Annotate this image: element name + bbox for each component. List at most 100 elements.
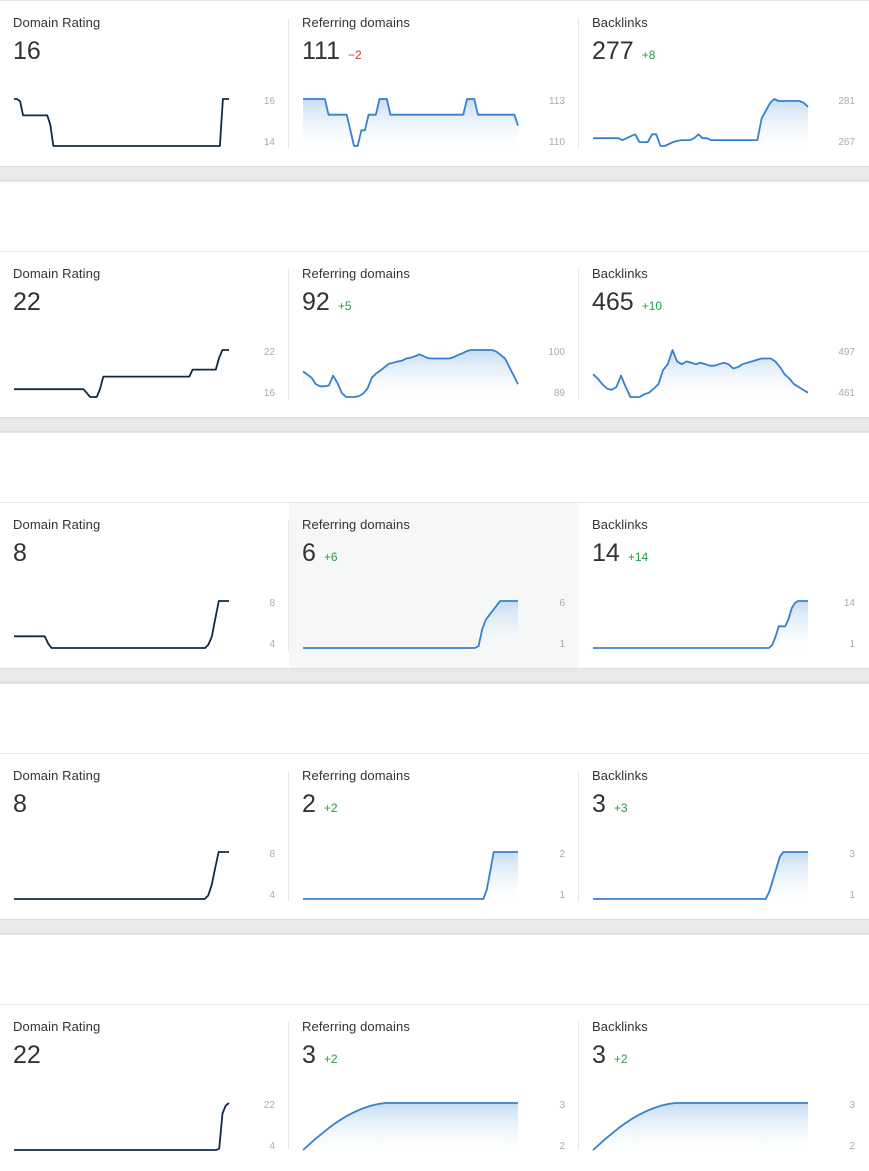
sparkline-area — [593, 350, 808, 400]
axis-min-label: 1 — [849, 639, 855, 650]
metric-title: Domain Rating — [13, 768, 101, 783]
sparkline-line — [14, 349, 229, 398]
axis-max-label: 8 — [269, 598, 275, 609]
metrics-row: Domain Rating 16 16 14 Referring domains 111−… — [0, 0, 869, 166]
sparkline-area — [593, 99, 808, 149]
backlinks-card[interactable]: Backlinks 14 +14 14 1 — [579, 503, 869, 668]
metric-value-group: 2 +2 — [302, 790, 338, 819]
metric-title: Backlinks — [592, 768, 648, 783]
metric-value-group: 22 — [13, 1041, 41, 1070]
metric-value-group: 111 −2 — [302, 37, 362, 66]
axis-min-label: 4 — [269, 1141, 275, 1152]
metric-delta: −2 — [348, 48, 362, 62]
axis-min-label: 1 — [559, 890, 565, 901]
sparkline-line — [14, 851, 229, 900]
metric-value-group: 14 +14 — [592, 539, 648, 568]
referring-domains-card[interactable]: Referring domains 111 −2 113 110 — [289, 1, 579, 166]
metric-value-group: 3 +2 — [592, 1041, 628, 1070]
metric-delta: +2 — [613, 1052, 628, 1066]
sparkline-line — [592, 349, 809, 398]
metric-title: Backlinks — [592, 15, 648, 30]
metric-value: 8 — [13, 790, 27, 818]
metric-title: Referring domains — [302, 266, 410, 281]
metric-title: Backlinks — [592, 517, 648, 532]
metric-title: Referring domains — [302, 1019, 410, 1034]
metrics-row: Domain Rating 8 8 4 Referring domains 2 +2 2 1 Ba… — [0, 753, 869, 919]
axis-min-label: 4 — [269, 639, 275, 650]
metric-value: 2 — [302, 790, 316, 818]
referring-domains-card[interactable]: Referring domains 2 +2 2 1 — [289, 754, 579, 919]
backlinks-card[interactable]: Backlinks 3 +2 3 2 — [579, 1005, 869, 1167]
metric-title: Backlinks — [592, 1019, 648, 1034]
sparkline-line — [14, 600, 229, 649]
axis-max-label: 22 — [263, 347, 275, 358]
metric-value-group: 277 +8 — [592, 37, 655, 66]
metric-delta: +3 — [613, 801, 628, 815]
metric-value-group: 22 — [13, 288, 41, 317]
metric-value: 22 — [13, 1041, 41, 1069]
metric-title: Domain Rating — [13, 266, 101, 281]
sparkline-area — [303, 852, 518, 902]
metric-delta: +2 — [323, 1052, 338, 1066]
referring-domains-card[interactable]: Referring domains 6 +6 6 1 — [289, 503, 579, 668]
metric-delta: +6 — [323, 550, 338, 564]
metric-title: Domain Rating — [13, 1019, 101, 1034]
sparkline-line — [303, 851, 518, 900]
section-spacer — [0, 181, 869, 251]
metric-title: Referring domains — [302, 768, 410, 783]
metric-title: Backlinks — [592, 266, 648, 281]
axis-max-label: 8 — [269, 849, 275, 860]
referring-domains-card[interactable]: Referring domains 3 +2 3 2 — [289, 1005, 579, 1167]
metric-value: 22 — [13, 288, 41, 316]
metric-delta: +14 — [627, 550, 649, 564]
sparkline-line — [592, 1102, 808, 1151]
metric-delta: +5 — [337, 299, 352, 313]
metrics-row: Domain Rating 8 8 4 Referring domains 6 +6 6 1 Ba… — [0, 502, 869, 668]
section-spacer — [0, 432, 869, 502]
section-spacer — [0, 683, 869, 753]
metric-value-group: 8 — [13, 539, 27, 568]
sparkline-area — [593, 1103, 808, 1153]
section-spacer — [0, 934, 869, 1004]
metric-value: 3 — [592, 1041, 606, 1069]
metric-value-group: 3 +2 — [302, 1041, 338, 1070]
metric-title: Domain Rating — [13, 517, 101, 532]
referring-domains-card[interactable]: Referring domains 92 +5 100 89 — [289, 252, 579, 417]
domain-rating-card[interactable]: Domain Rating 22 22 4 — [0, 1005, 289, 1167]
axis-max-label: 497 — [838, 347, 855, 358]
domain-rating-card[interactable]: Domain Rating 8 8 4 — [0, 503, 289, 668]
domain-rating-card[interactable]: Domain Rating 22 22 16 — [0, 252, 289, 417]
sparkline-area — [303, 350, 518, 400]
backlinks-card[interactable]: Backlinks 3 +3 3 1 — [579, 754, 869, 919]
metric-value: 3 — [302, 1041, 316, 1069]
metric-value: 277 — [592, 37, 634, 65]
domain-rating-card[interactable]: Domain Rating 16 16 14 — [0, 1, 289, 166]
sparkline-line — [302, 349, 519, 398]
axis-max-label: 100 — [548, 347, 565, 358]
domain-rating-card[interactable]: Domain Rating 8 8 4 — [0, 754, 289, 919]
metric-value-group: 6 +6 — [302, 539, 338, 568]
axis-min-label: 1 — [559, 639, 565, 650]
metric-value: 16 — [13, 37, 41, 65]
metric-value: 111 — [302, 37, 341, 65]
sparkline-line — [303, 600, 518, 649]
sparkline-line — [593, 98, 809, 147]
metric-value-group: 8 — [13, 790, 27, 819]
axis-max-label: 2 — [559, 849, 565, 860]
axis-max-label: 3 — [849, 1100, 855, 1111]
backlinks-card[interactable]: Backlinks 465 +10 497 461 — [579, 252, 869, 417]
metric-value: 3 — [592, 790, 606, 818]
sparkline-line — [593, 851, 808, 900]
axis-max-label: 113 — [549, 96, 565, 107]
section-divider — [0, 417, 869, 432]
metric-value: 465 — [592, 288, 634, 316]
backlinks-card[interactable]: Backlinks 277 +8 281 267 — [579, 1, 869, 166]
metric-value-group: 16 — [13, 37, 41, 66]
metric-value-group: 465 +10 — [592, 288, 662, 317]
axis-min-label: 461 — [838, 388, 855, 399]
sparkline-line — [302, 1102, 518, 1151]
sparkline-area — [303, 99, 518, 149]
sparkline-area — [303, 1103, 518, 1153]
section-divider — [0, 919, 869, 934]
